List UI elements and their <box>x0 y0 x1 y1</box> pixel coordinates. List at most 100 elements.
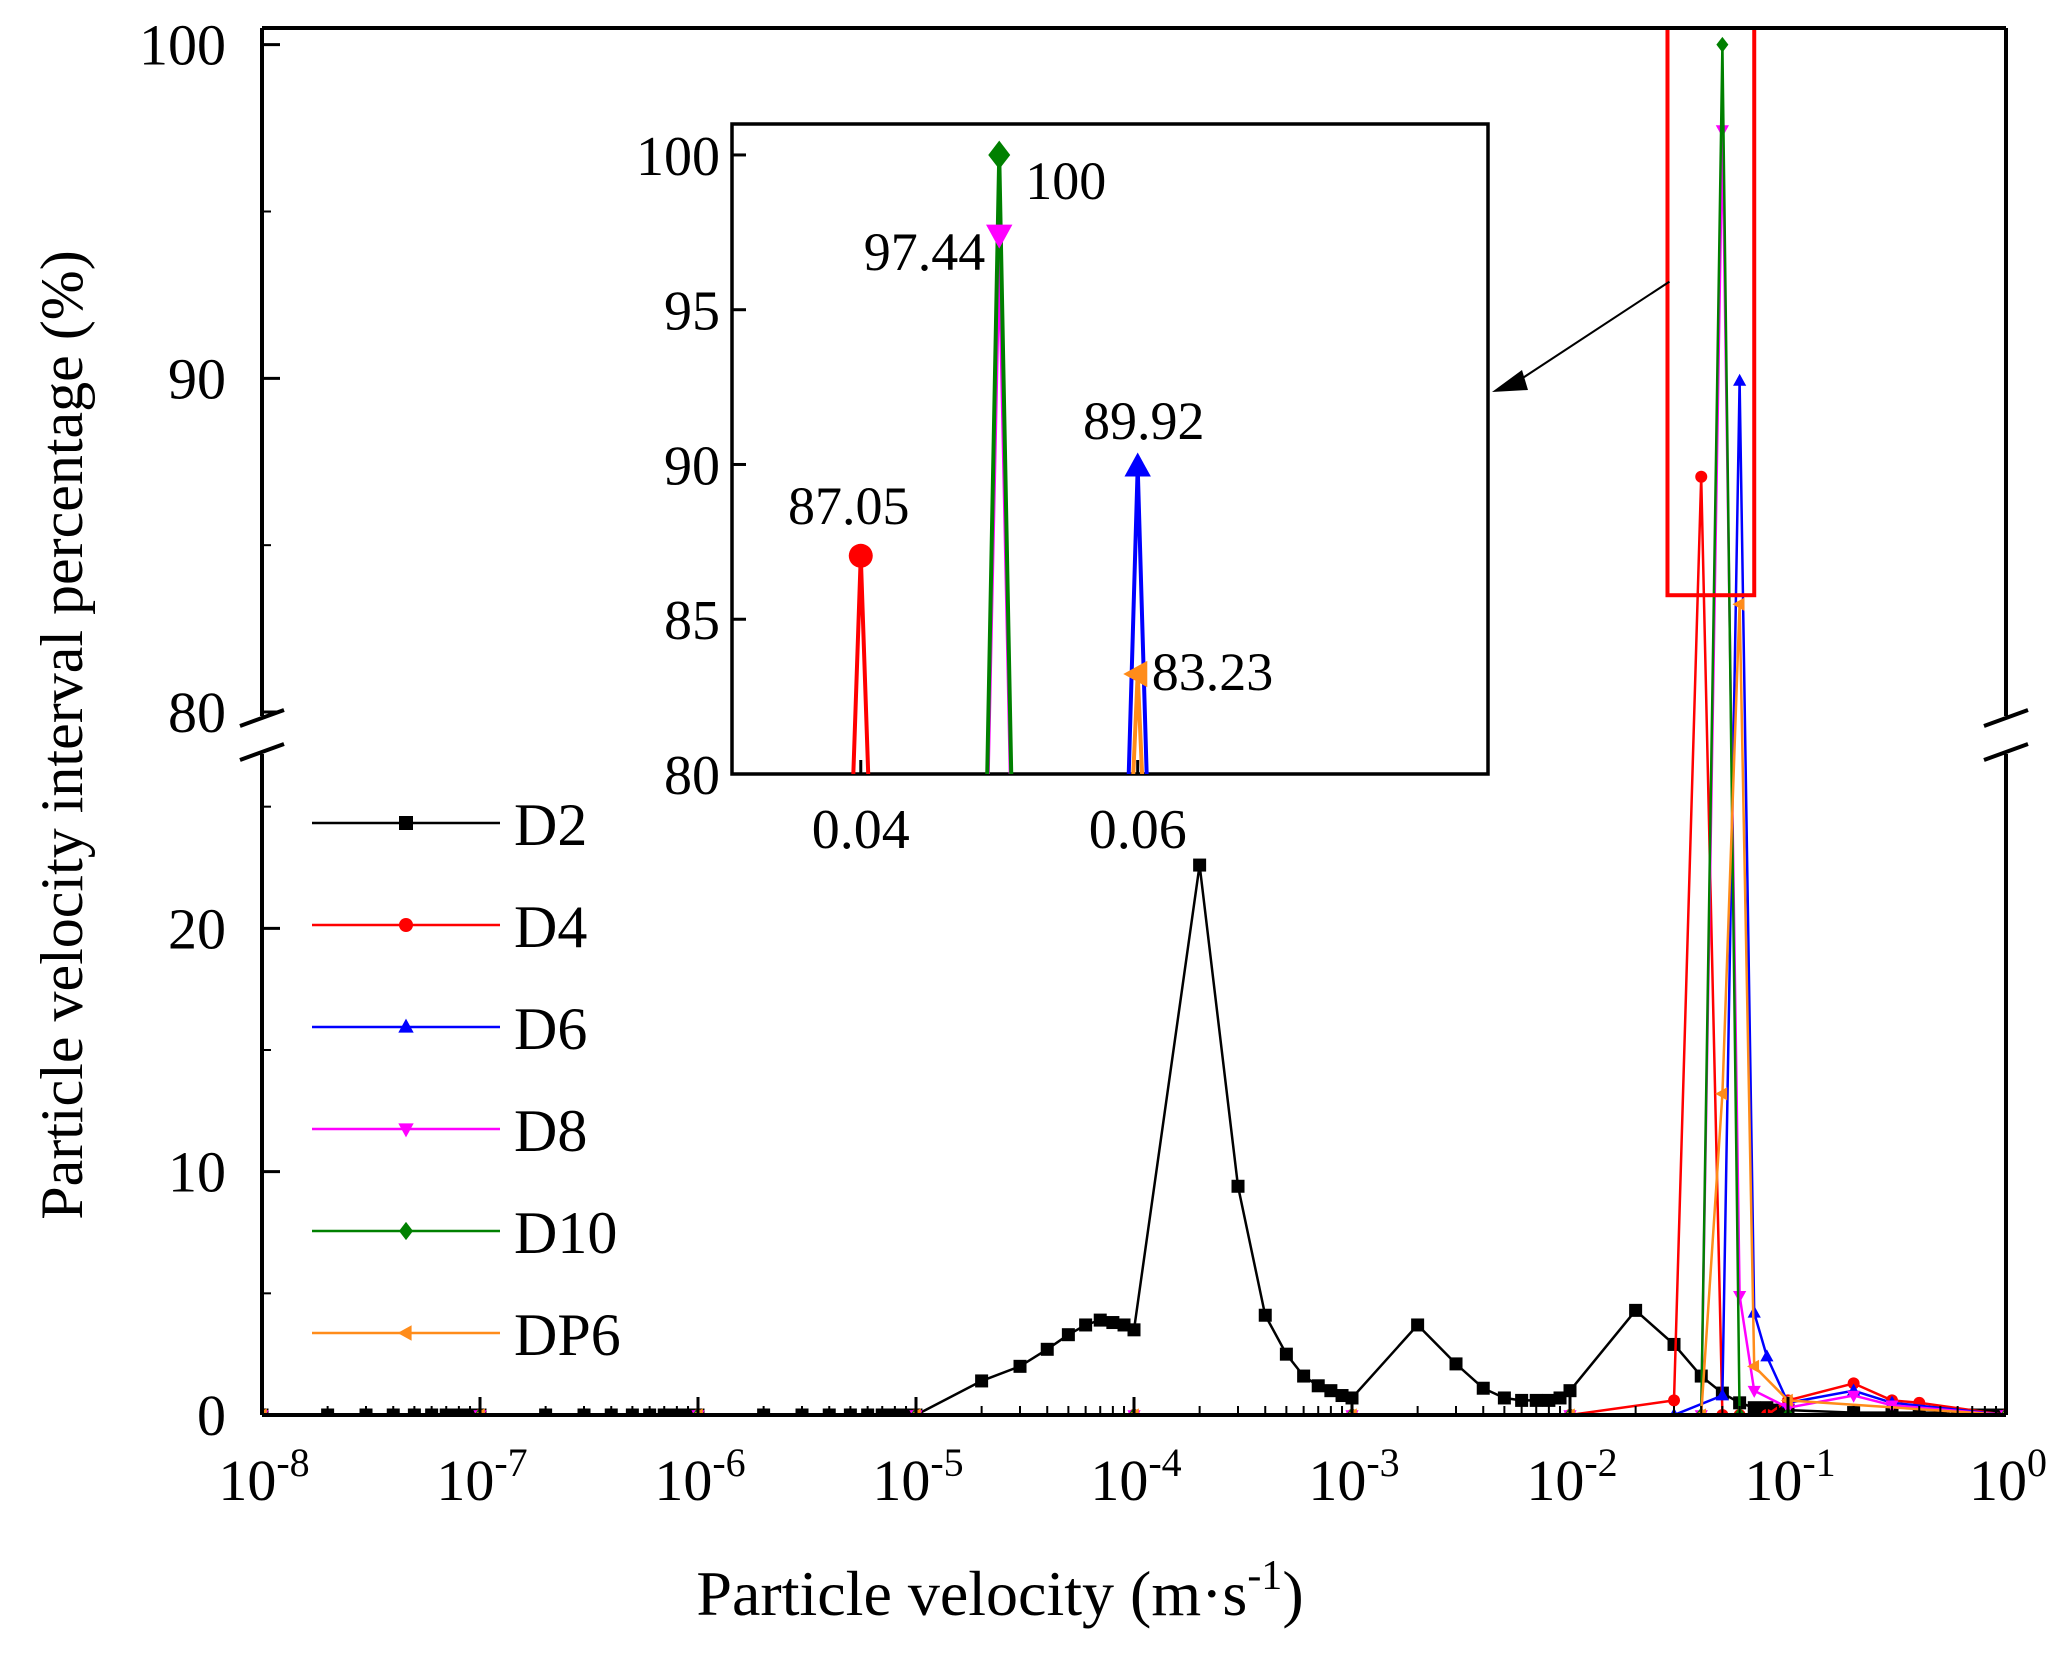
inset-data-label-d4: 87.05 <box>788 476 910 536</box>
axis-break-mark <box>239 742 285 762</box>
series-line-d8 <box>262 130 2006 1415</box>
data-point-d2 <box>1324 1384 1338 1398</box>
legend-item-d2: D2 <box>312 792 587 858</box>
data-point-d2 <box>1231 1179 1245 1193</box>
inset-marker-d4 <box>848 543 873 568</box>
data-point-d2 <box>1335 1389 1349 1403</box>
inset-x-tick-label: 0.06 <box>1089 799 1187 861</box>
legend-item-dp6: DP6 <box>312 1302 621 1368</box>
data-point-d8 <box>1747 1385 1761 1398</box>
x-tick-label: 10-1 <box>1744 1440 1835 1513</box>
zoom-arrow-line <box>1511 280 1671 386</box>
data-point-d8 <box>1847 1390 1861 1403</box>
legend: D2 D4 D6 D8 D10 DP6 <box>312 792 621 1368</box>
data-point-d2 <box>1497 1391 1511 1405</box>
data-point-d2 <box>1563 1384 1577 1398</box>
axis-break-mark <box>1983 708 2029 728</box>
data-point-d6 <box>1715 1388 1729 1401</box>
data-point-d2 <box>1667 1337 1681 1351</box>
data-point-d2 <box>1279 1347 1293 1361</box>
data-point-d2 <box>1515 1393 1529 1407</box>
inset-marker-d10 <box>988 140 1011 170</box>
legend-item-d4: D4 <box>312 894 587 960</box>
data-point-d10 <box>1716 36 1729 53</box>
inset-y-tick-label: 85 <box>664 590 720 652</box>
data-point-d2 <box>1553 1391 1567 1405</box>
legend-marker <box>398 1123 414 1138</box>
x-tick-label: 10-4 <box>1090 1440 1181 1513</box>
data-point-dp6 <box>1715 1087 1728 1101</box>
y-tick-label: 80 <box>168 680 226 745</box>
data-point-dp6 <box>1732 597 1745 611</box>
legend-marker <box>399 816 413 830</box>
legend-marker <box>399 1221 413 1241</box>
inset-marker-dp6 <box>1123 660 1148 688</box>
data-point-d2 <box>1411 1318 1425 1332</box>
legend-label: D4 <box>514 894 587 960</box>
legend-marker <box>397 1325 412 1341</box>
y-tick-label: 90 <box>168 346 226 411</box>
inset-y-tick-label: 100 <box>636 126 720 188</box>
data-point-d2 <box>1040 1342 1054 1356</box>
legend-label: D8 <box>514 1098 587 1164</box>
data-point-d2 <box>1297 1369 1311 1383</box>
inset-data-label-d6: 89.92 <box>1083 391 1205 451</box>
inset-data-label-d8: 97.44 <box>864 222 986 282</box>
axis-titles: Particle velocity (m·s-1) Particle veloci… <box>29 250 1304 1629</box>
zoom-arrow-head <box>1492 370 1528 392</box>
data-point-d2 <box>1079 1318 1093 1332</box>
data-point-d2 <box>1061 1328 1075 1342</box>
x-tick-label: 100 <box>1969 1440 2047 1513</box>
y-tick-label: 10 <box>168 1140 226 1205</box>
data-point-d2 <box>1529 1393 1543 1407</box>
main-axes: 10-8 10-7 10-6 10-5 10-4 10-3 10-2 10-1 100 0 10 20… <box>139 13 2047 1513</box>
data-point-d2 <box>1476 1381 1490 1395</box>
inset-data-label-dp6: 83.23 <box>1152 642 1274 702</box>
data-point-d2 <box>1093 1313 1107 1327</box>
data-point-d2 <box>1629 1303 1643 1317</box>
inset-marker-d8 <box>986 224 1013 249</box>
legend-item-d6: D6 <box>312 996 587 1062</box>
inset-y-tick-label: 80 <box>664 745 720 807</box>
data-point-d2 <box>1258 1308 1272 1322</box>
x-tick-label: 10-6 <box>654 1440 745 1513</box>
x-tick-label: 10-3 <box>1308 1440 1399 1513</box>
data-point-d6 <box>1760 1349 1774 1362</box>
data-point-d8 <box>1733 1290 1747 1303</box>
data-point-dp6 <box>1747 1359 1760 1373</box>
inset-y-tick-label: 95 <box>664 281 720 343</box>
data-point-d2 <box>1311 1379 1325 1393</box>
data-point-d2 <box>1449 1357 1463 1371</box>
data-point-d6 <box>1733 373 1747 386</box>
y-axis-title: Particle velocity interval percentage (%… <box>29 250 95 1220</box>
y-tick-label: 20 <box>168 896 226 961</box>
data-point-d2 <box>1106 1316 1120 1330</box>
series-line-d6 <box>262 380 2006 1415</box>
x-tick-label: 10-2 <box>1526 1440 1617 1513</box>
y-tick-label: 100 <box>139 13 226 78</box>
x-tick-label: 10-5 <box>872 1440 963 1513</box>
legend-marker <box>398 1018 414 1033</box>
legend-label: D6 <box>514 996 587 1062</box>
legend-item-d10: D10 <box>312 1200 617 1266</box>
data-point-d2 <box>1127 1323 1141 1337</box>
data-point-d4 <box>1668 1394 1681 1407</box>
data-point-d2 <box>1013 1359 1027 1373</box>
data-point-d2 <box>1542 1393 1556 1407</box>
data-point-d2 <box>975 1374 989 1388</box>
inset-x-tick-label: 0.04 <box>812 799 910 861</box>
data-point-d4 <box>1847 1377 1860 1390</box>
legend-marker <box>399 918 413 932</box>
inset-data-label-d10: 100 <box>1025 151 1106 211</box>
x-axis-title: Particle velocity (m·s-1) <box>696 1553 1303 1629</box>
y-tick-label: 0 <box>197 1383 226 1448</box>
legend-item-d8: D8 <box>312 1098 587 1164</box>
x-tick-label: 10-8 <box>218 1440 309 1513</box>
inset-plot: 87.05 100 97.44 89.92 83.23 80 85 90 95 100 0.04 0.… <box>636 122 1490 861</box>
x-tick-label: 10-7 <box>436 1440 527 1513</box>
data-point-d2 <box>1117 1318 1131 1332</box>
inset-y-tick-label: 90 <box>664 435 720 497</box>
data-point-d2 <box>1193 858 1207 872</box>
axis-break-mark <box>1983 742 2029 762</box>
